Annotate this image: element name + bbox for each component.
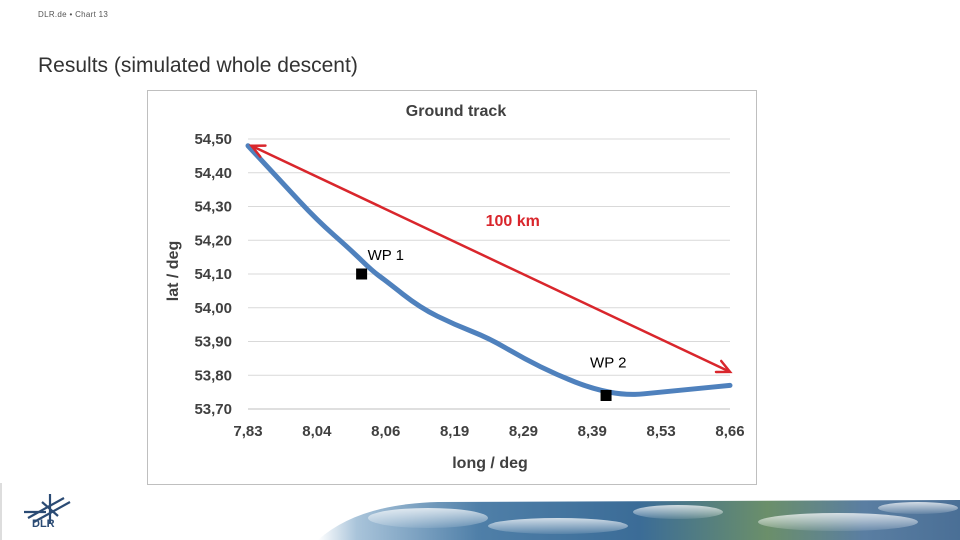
x-tick-label: 8,04 [302, 423, 332, 440]
waypoint-label: WP 2 [590, 355, 626, 372]
waypoint-marker [356, 268, 368, 280]
earth-footer-band [318, 500, 960, 540]
x-tick-label: 8,19 [440, 423, 469, 440]
dlr-logo [24, 494, 71, 524]
waypoint-marker [600, 390, 612, 401]
waypoint-label: WP 1 [368, 247, 404, 264]
y-tick-label: 54,30 [194, 199, 232, 216]
distance-label: 100 km [486, 213, 540, 230]
x-tick-label: 8,06 [371, 423, 400, 440]
y-tick-label: 53,70 [194, 401, 232, 418]
x-axis-label: long / deg [452, 455, 528, 472]
left-edge-divider [0, 483, 2, 540]
ground-track-chart: 54,50 54,40 54,30 54,20 54,10 54,00 53,90 53,80… [165, 103, 745, 472]
distance-arrow-head-end [714, 359, 733, 374]
y-tick-label: 54,10 [194, 266, 232, 283]
y-tick-label: 54,20 [194, 232, 232, 249]
y-tick-label: 53,80 [194, 367, 232, 384]
slide-header: DLR.de • Chart 13 [38, 10, 109, 19]
ground-track-line [245, 143, 733, 397]
y-axis-label: lat / deg [165, 241, 182, 301]
chart-title: Ground track [406, 103, 507, 120]
y-tick-label: 54,50 [194, 131, 232, 148]
chart-frame: 54,50 54,40 54,30 54,20 54,10 54,00 53,90 53,80… [147, 90, 757, 485]
x-tick-label: 8,66 [715, 423, 744, 440]
x-tick-label: 7,83 [233, 423, 262, 440]
y-tick-label: 53,90 [194, 334, 232, 351]
y-tick-label: 54,40 [194, 165, 232, 182]
distance-arrow-head-start [248, 144, 267, 158]
slide-title: Results (simulated whole descent) [38, 54, 358, 77]
x-tick-label: 8,53 [647, 423, 676, 440]
x-tick-label: 8,29 [509, 423, 538, 440]
dlr-logo-text: DLR [32, 518, 55, 530]
x-tick-label: 8,39 [578, 423, 607, 440]
distance-arrow-line [250, 144, 731, 374]
y-tick-label: 54,00 [194, 300, 232, 317]
